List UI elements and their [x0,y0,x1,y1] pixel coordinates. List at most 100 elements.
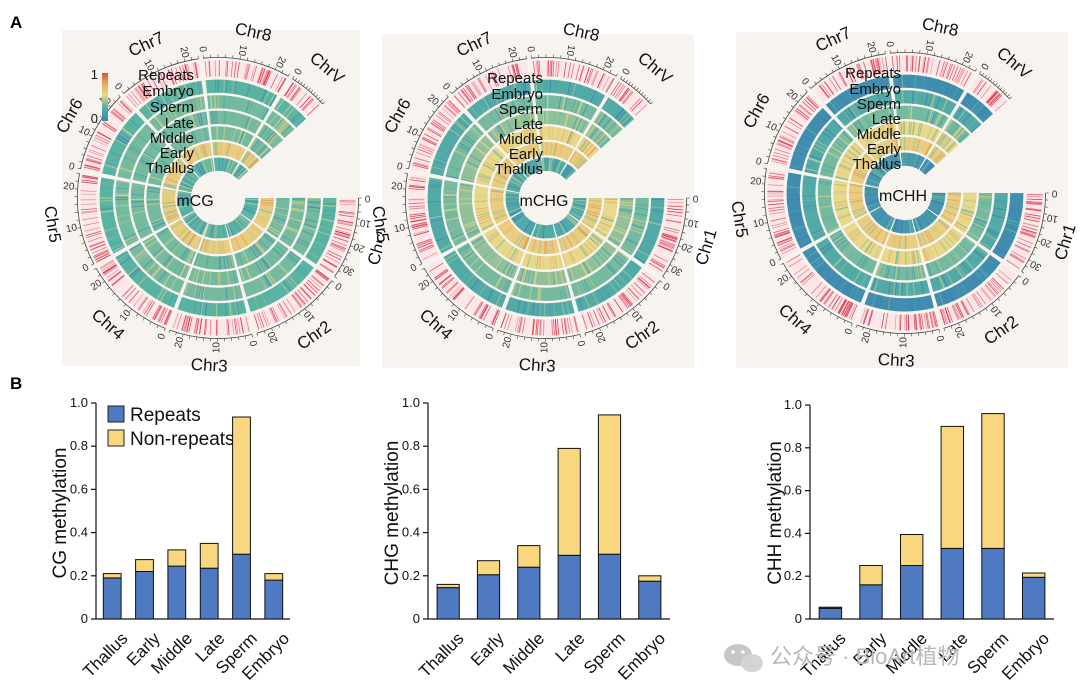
repeat-mark [771,158,788,163]
track-texture [599,220,612,228]
track-texture [972,102,983,114]
track-texture [261,108,269,121]
track-texture [818,200,832,204]
repeat-mark [537,60,540,77]
track-texture [176,226,187,237]
track-texture [490,188,504,192]
track-segment-chr7 [149,96,206,132]
track-texture [462,136,474,146]
track-texture [803,206,817,211]
track-texture [242,250,250,263]
repeat-mark [945,63,952,79]
repeats-band-chr2 [251,269,330,331]
track-texture [864,194,878,198]
track-texture [913,90,916,104]
axis-tick [631,83,634,87]
track-texture [915,250,920,264]
bar-repeats-late [199,567,219,620]
track-texture [613,228,626,235]
track-texture [556,127,561,141]
track-texture [793,153,806,159]
track-texture [834,277,844,289]
track-texture [591,255,601,267]
y-axis-label: CHG methylation [382,441,403,586]
track-texture [964,259,975,270]
track-texture [495,293,503,306]
track-texture [871,277,877,291]
axis-tick [85,140,90,143]
track-texture [530,270,534,284]
track-texture [255,261,263,274]
track-texture [864,153,875,164]
track-texture [528,112,533,126]
repeat-mark [119,101,132,113]
track-texture [186,133,194,146]
track-texture [204,223,210,237]
track-texture [839,241,851,252]
track-texture [252,120,260,133]
track-texture [805,167,819,173]
track-texture [183,282,190,296]
track-texture [566,284,571,299]
repeat-mark [427,127,442,136]
track-texture [566,131,573,144]
track-texture [917,249,922,263]
track-texture [460,177,475,182]
track-texture [934,223,945,234]
track-texture [819,205,833,209]
repeat-mark [442,277,455,289]
repeat-mark [261,69,268,85]
track-texture [152,167,166,175]
track-texture [317,230,331,236]
repeat-mark [1026,198,1043,201]
track-texture [549,79,552,93]
track-texture [612,228,626,236]
track-texture [534,224,540,238]
track-texture [577,101,583,115]
track-texture [978,267,989,278]
track-texture [497,124,506,137]
track-texture [146,262,157,273]
track-texture [535,255,539,270]
repeat-mark [651,258,666,268]
track-texture [565,301,570,315]
track-texture [162,203,176,207]
track-texture [941,116,949,129]
track-texture [526,161,534,175]
axis-tick [933,52,936,56]
track-texture [157,158,170,167]
repeat-mark [561,318,564,335]
track-texture [288,275,298,287]
chromosome-axis [767,91,808,164]
repeat-mark [519,317,523,334]
track-texture [868,204,881,212]
repeat-mark [837,72,847,87]
track-texture [586,209,600,215]
track-texture [843,110,853,122]
track-texture [501,243,511,256]
bar-repeats-middle [517,566,541,620]
chromosome-axis [662,197,687,277]
track-texture [191,218,202,230]
track-texture [260,126,270,139]
track-texture [844,283,852,296]
track-texture [198,112,203,126]
y-tick-label: 0.6 [784,483,802,498]
track-texture [847,107,856,119]
axis-tick [1003,293,1006,296]
track-texture [226,255,230,269]
track-texture [253,141,263,153]
bar-non-repeats-early [476,560,501,576]
track-texture [478,172,492,179]
track-texture [267,271,276,284]
bar-repeats-thallus [102,577,122,620]
repeat-mark [196,318,200,334]
repeat-mark [610,81,620,96]
repeat-mark [482,306,491,321]
chromosome-label-chr5: Chr5 [40,205,65,244]
track-texture [484,161,496,169]
repeat-mark [771,221,788,227]
track-texture [562,285,566,300]
track-texture [619,208,633,212]
track-texture [228,255,232,269]
